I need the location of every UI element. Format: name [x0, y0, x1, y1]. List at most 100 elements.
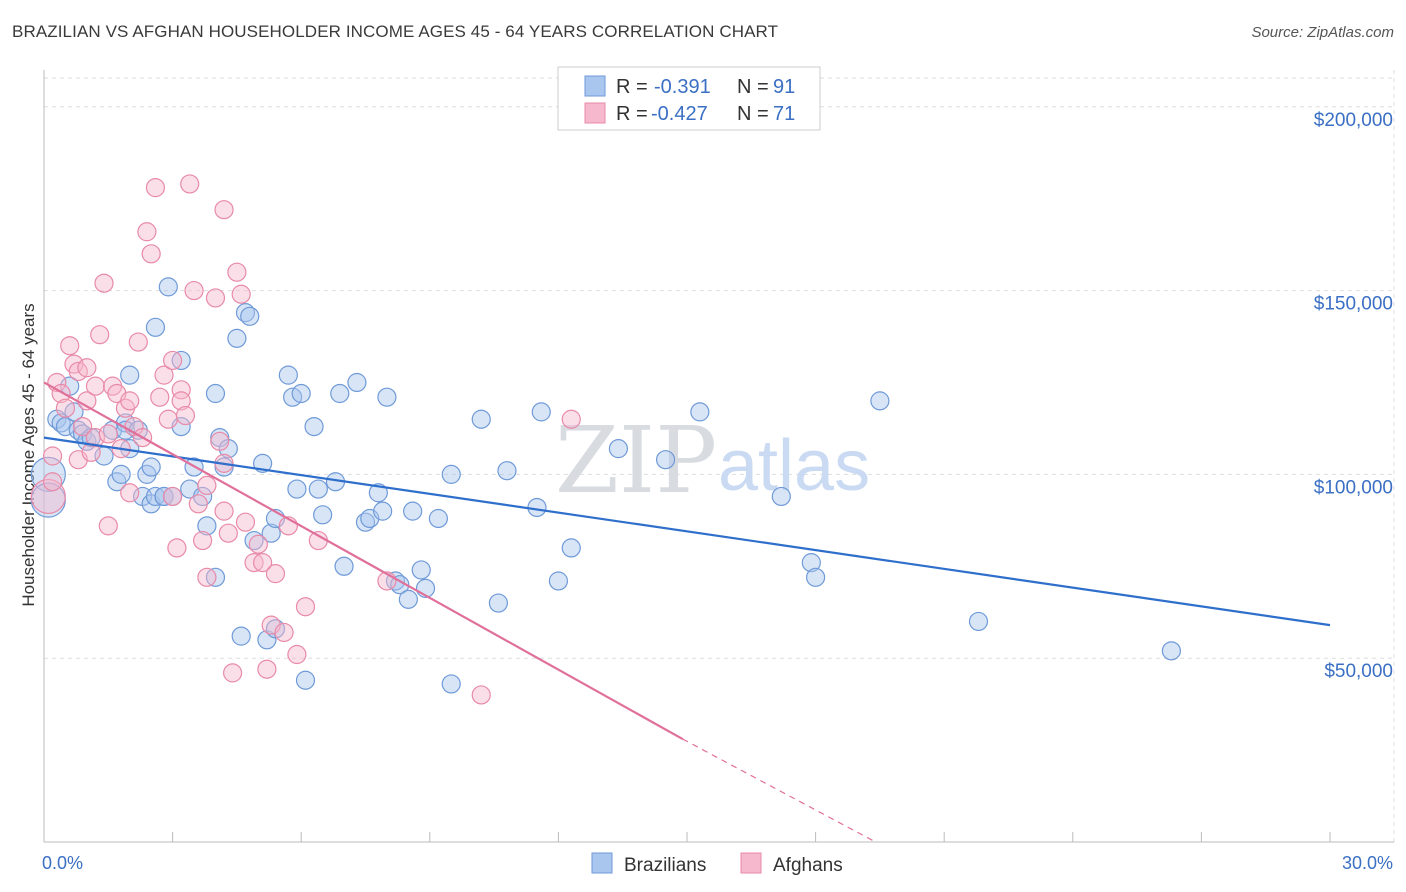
x-tick-label-0: 0.0%: [42, 853, 83, 873]
brazilians-point-57: [308, 479, 328, 499]
afghans-point-46: [205, 288, 226, 308]
brazilians-point-55: [295, 670, 316, 690]
afghans-point-0: [30, 478, 66, 515]
afghans-point-9: [72, 416, 93, 437]
brazilians-point-89: [805, 567, 826, 587]
afghans-point-40: [180, 174, 200, 194]
afghans-point-18: [98, 424, 118, 444]
afghans-point-68: [471, 685, 491, 705]
brazilians-point-90: [870, 391, 890, 411]
brazilians-point-74: [428, 508, 448, 529]
brazilians-point-65: [368, 483, 388, 503]
trend-line-brazilians: [43, 436, 1331, 627]
afghans-point-42: [188, 494, 208, 514]
trend-line-afghans-extension: [682, 738, 876, 843]
brazilians-point-42: [231, 626, 251, 646]
watermark-atlas: atlas: [718, 426, 870, 506]
afghans-point-41: [184, 280, 204, 301]
afghans-point-35: [163, 486, 183, 507]
legend-r-value-2: -0.427: [651, 103, 708, 125]
y-tick-label-0: $50,000: [1324, 661, 1393, 682]
afghans-point-43: [193, 530, 213, 551]
afghans-point-32: [154, 365, 174, 385]
legend-n-label-2: N =: [737, 103, 769, 125]
trend-line-afghans: [43, 381, 684, 741]
afghans-point-37: [171, 380, 191, 400]
brazilians-point-83: [561, 538, 581, 558]
brazilians-point-51: [278, 365, 298, 385]
afghans-point-23: [120, 391, 140, 411]
afghans-point-70: [42, 472, 63, 492]
brazilians-point-85: [655, 450, 676, 470]
y-tick-label-3: $200,000: [1314, 110, 1393, 131]
brazilians-point-67: [377, 387, 397, 407]
legend-n-value-1: 91: [773, 76, 795, 98]
brazilians-point-54: [291, 383, 311, 404]
brazilians-point-79: [497, 461, 517, 481]
afghans-point-45: [197, 475, 217, 496]
brazilians-point-14: [111, 464, 131, 484]
brazilians-point-72: [411, 560, 431, 580]
afghans-point-14: [85, 376, 106, 396]
trend-lines: [43, 381, 1331, 843]
brazilians-point-66: [373, 501, 393, 521]
afghans-point-17: [98, 516, 118, 536]
legend-swatch-afghans: [584, 102, 606, 124]
afghans-point-61: [265, 564, 286, 584]
afghans-point-24: [120, 483, 140, 503]
y-tick-labels: $50,000 $100,000 $150,000 $200,000: [1314, 110, 1393, 682]
afghans-point-57: [248, 534, 268, 554]
afghans-point-4: [55, 398, 76, 418]
brazilians-point-58: [313, 505, 333, 525]
y-axis-title: Householder Income Ages 45 - 64 years: [19, 303, 38, 606]
afghans-point-34: [163, 350, 183, 371]
x-tick-label-1: 30.0%: [1342, 853, 1393, 873]
brazilians-point-75: [441, 464, 461, 484]
series-legend: Brazilians Afghans: [591, 852, 843, 876]
brazilians-point-69: [390, 575, 410, 595]
legend-r-value-1: -0.391: [654, 76, 711, 98]
legend-n-label-1: N =: [737, 76, 769, 98]
bottom-legend-brazilians: Brazilians: [624, 855, 706, 876]
afghans-point-58: [253, 553, 273, 573]
afghans-point-1: [42, 446, 63, 466]
y-tick-label-1: $100,000: [1314, 477, 1393, 498]
bottom-legend-afghans: Afghans: [773, 855, 843, 876]
x-tick-labels: 0.0% 30.0%: [42, 853, 1393, 873]
afghans-point-51: [218, 523, 238, 543]
legend-r-label-2: R =: [616, 103, 648, 125]
afghans-point-66: [308, 530, 328, 551]
bottom-legend-swatch-afghans: [740, 852, 762, 874]
afghans-point-47: [210, 431, 230, 451]
brazilians-point-18: [120, 365, 140, 385]
brazilians-point-78: [488, 593, 508, 613]
brazilians-point-70: [398, 589, 418, 609]
afghans-point-69: [561, 409, 581, 429]
afghans-point-53: [227, 262, 247, 282]
y-tick-label-2: $150,000: [1314, 294, 1393, 315]
legend-r-label-1: R =: [616, 76, 648, 98]
brazilians-point-77: [471, 409, 491, 429]
brazilians-point-87: [771, 486, 791, 507]
brazilians-point-56: [304, 416, 324, 437]
brazilians-point-71: [403, 501, 423, 521]
brazilians-point-88: [801, 553, 821, 573]
afghans-point-10: [77, 358, 97, 378]
afghans-point-44: [197, 567, 217, 587]
afghans-point-39: [175, 405, 196, 426]
series-afghans: [30, 174, 581, 705]
legend-swatch-brazilians: [584, 75, 606, 97]
brazilians-point-92: [1161, 641, 1181, 661]
stats-legend: R = -0.391 N = 91 R = -0.427 N = 71: [557, 66, 821, 131]
chart-title: BRAZILIAN VS AFGHAN HOUSEHOLDER INCOME A…: [12, 22, 779, 41]
brazilians-point-48: [261, 523, 281, 543]
afghans-point-49: [214, 200, 234, 220]
afghans-point-52: [223, 663, 243, 683]
afghans-point-5: [60, 336, 80, 356]
watermark: ZIP atlas: [555, 407, 870, 514]
afghans-point-65: [295, 597, 316, 617]
bottom-legend-swatch-brazilians: [591, 852, 613, 874]
afghans-point-54: [231, 284, 251, 304]
brazilians-point-62: [347, 372, 367, 393]
brazilians-point-53: [287, 479, 307, 499]
